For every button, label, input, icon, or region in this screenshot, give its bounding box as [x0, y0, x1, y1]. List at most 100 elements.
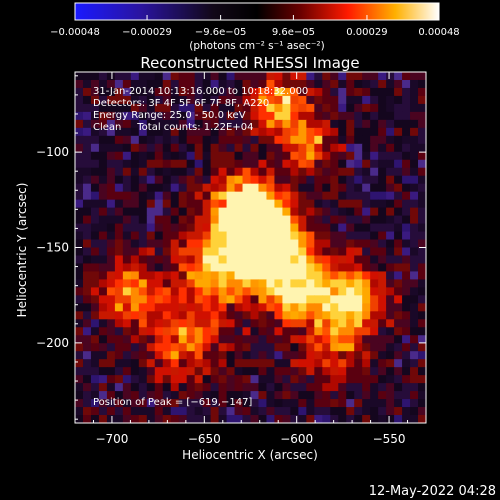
- heatmap-cell: [147, 327, 156, 336]
- heatmap-cell: [306, 399, 315, 408]
- heatmap-cell: [354, 232, 363, 241]
- heatmap-cell: [346, 112, 355, 121]
- heatmap-cell: [123, 271, 132, 280]
- colorbar-tick-label: 0.00048: [418, 27, 459, 38]
- heatmap-cell: [306, 327, 315, 336]
- heatmap-cell: [394, 367, 403, 376]
- heatmap-cell: [227, 232, 236, 241]
- heatmap-cell: [171, 287, 180, 296]
- heatmap-cell: [290, 335, 299, 344]
- heatmap-cell: [163, 152, 172, 161]
- heatmap-cell: [370, 224, 379, 233]
- heatmap-cell: [322, 359, 331, 368]
- heatmap-cell: [123, 144, 132, 153]
- heatmap-cell: [163, 375, 172, 384]
- heatmap-cell: [139, 303, 148, 312]
- heatmap-cell: [219, 224, 228, 233]
- heatmap-cell: [394, 407, 403, 416]
- heatmap-cell: [330, 168, 339, 177]
- heatmap-cell: [362, 383, 371, 392]
- heatmap-cell: [123, 184, 132, 193]
- heatmap-cell: [298, 120, 307, 129]
- heatmap-cell: [258, 136, 267, 145]
- heatmap-cell: [147, 407, 156, 416]
- heatmap-cell: [322, 367, 331, 376]
- heatmap-cell: [179, 72, 188, 81]
- heatmap-cell: [211, 263, 220, 272]
- heatmap-cell: [235, 287, 244, 296]
- heatmap-cell: [346, 343, 355, 352]
- heatmap-cell: [155, 383, 164, 392]
- heatmap-cell: [282, 335, 291, 344]
- heatmap-cell: [123, 351, 132, 360]
- heatmap-cell: [219, 263, 228, 272]
- heatmap-cell: [282, 152, 291, 161]
- heatmap-cell: [338, 407, 347, 416]
- heatmap-cell: [195, 319, 204, 328]
- heatmap-cell: [195, 327, 204, 336]
- heatmap-cell: [211, 343, 220, 352]
- heatmap-cell: [306, 216, 315, 225]
- heatmap-cell: [402, 311, 411, 320]
- heatmap-cell: [274, 184, 283, 193]
- heatmap-cell: [107, 311, 116, 320]
- heatmap-cell: [330, 136, 339, 145]
- heatmap-cell: [402, 104, 411, 113]
- heatmap-cell: [195, 295, 204, 304]
- heatmap-cell: [219, 232, 228, 241]
- heatmap-cell: [139, 375, 148, 384]
- heatmap-cell: [187, 415, 196, 424]
- heatmap-cell: [227, 351, 236, 360]
- heatmap-cell: [75, 184, 84, 193]
- heatmap-cell: [394, 287, 403, 296]
- heatmap-cell: [235, 216, 244, 225]
- heatmap-cell: [338, 335, 347, 344]
- heatmap-cell: [115, 160, 124, 169]
- heatmap-cell: [75, 128, 84, 137]
- heatmap-cell: [155, 248, 164, 257]
- heatmap-cell: [123, 343, 132, 352]
- heatmap-cell: [163, 255, 172, 264]
- heatmap-cell: [394, 128, 403, 137]
- heatmap-cell: [139, 287, 148, 296]
- heatmap-cell: [274, 399, 283, 408]
- heatmap-cell: [330, 232, 339, 241]
- heatmap-cell: [322, 200, 331, 209]
- heatmap-cell: [354, 248, 363, 257]
- heatmap-cell: [91, 232, 100, 241]
- heatmap-cell: [195, 248, 204, 257]
- heatmap-cell: [418, 152, 427, 161]
- heatmap-cell: [274, 152, 283, 161]
- heatmap-cell: [211, 351, 220, 360]
- heatmap-cell: [83, 327, 92, 336]
- heatmap-cell: [370, 279, 379, 288]
- heatmap-cell: [179, 240, 188, 249]
- heatmap-cell: [163, 271, 172, 280]
- heatmap-cell: [243, 216, 252, 225]
- heatmap-cell: [147, 415, 156, 424]
- heatmap-cell: [338, 80, 347, 89]
- heatmap-cell: [410, 224, 419, 233]
- heatmap-cell: [322, 407, 331, 416]
- heatmap-cell: [330, 303, 339, 312]
- heatmap-cell: [402, 112, 411, 121]
- heatmap-cell: [378, 335, 387, 344]
- heatmap-cell: [83, 375, 92, 384]
- heatmap-cell: [386, 88, 395, 97]
- heatmap-cell: [298, 327, 307, 336]
- heatmap-cell: [203, 176, 212, 185]
- heatmap-cell: [235, 152, 244, 161]
- heatmap-cell: [410, 351, 419, 360]
- heatmap-cell: [187, 144, 196, 153]
- heatmap-cell: [99, 168, 108, 177]
- heatmap-cell: [410, 343, 419, 352]
- heatmap-cell: [235, 343, 244, 352]
- heatmap-cell: [378, 112, 387, 121]
- heatmap-cell: [99, 72, 108, 81]
- heatmap-cell: [298, 224, 307, 233]
- heatmap-cell: [91, 415, 100, 424]
- heatmap-cell: [346, 200, 355, 209]
- heatmap-cell: [362, 208, 371, 217]
- heatmap-cell: [274, 240, 283, 249]
- heatmap-cell: [155, 319, 164, 328]
